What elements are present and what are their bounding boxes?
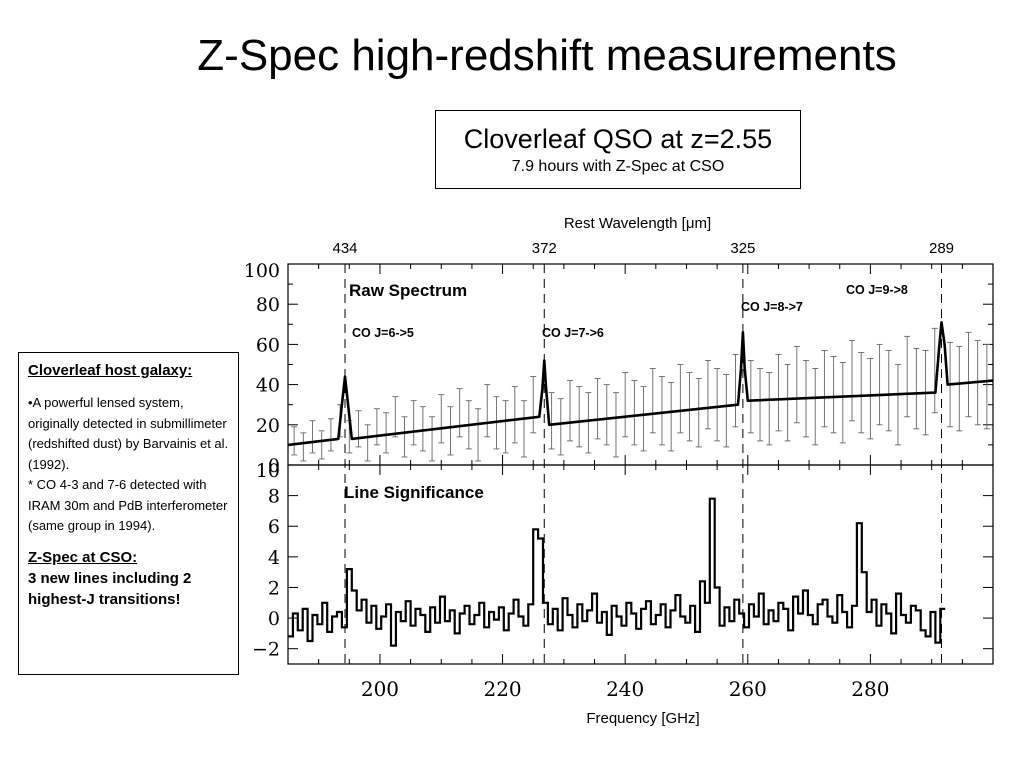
notes-paragraph-1: •A powerful lensed system, originally de… [28,395,229,472]
y-tick-label-sig: −2 [252,639,280,661]
zspec-heading: Z-Spec at CSO: [28,548,138,566]
co-transition-label: CO J=8->7 [741,300,803,314]
rest-wavelength-axis-title: Rest Wavelength [μm] [564,215,711,232]
y-tick-label-sig: 4 [268,547,280,569]
observation-time: 7.9 hours with Z-Spec at CSO [511,158,725,175]
rest-wavelength-tick-label: 289 [929,240,954,257]
y-tick-label-raw: 0 [268,455,280,477]
target-info-box: Cloverleaf QSO at z=2.55 7.9 hours with … [435,110,801,189]
y-tick-label-raw: 80 [256,294,280,316]
y-tick-label-sig: 2 [268,577,280,599]
raw-spectrum-label: Raw Spectrum [349,281,467,300]
x-tick-label: 200 [361,677,399,701]
x-tick-label: 240 [606,677,644,701]
y-tick-label-raw: 40 [256,375,280,397]
line-significance-steps [288,497,946,647]
notes-paragraph-2: * CO 4-3 and 7-6 detected with IRAM 30m … [28,477,228,533]
y-tick-label-raw: 100 [244,260,280,282]
notes-heading: Cloverleaf host galaxy: [28,362,193,379]
zspec-summary: 3 new lines including 2 highest-J transi… [28,569,192,608]
y-tick-label-sig: 0 [268,608,280,630]
x-tick-label: 220 [483,677,521,701]
rest-wavelength-tick-label: 372 [532,240,557,257]
y-tick-label-raw: 60 [256,334,280,356]
target-title: Cloverleaf QSO at z=2.55 [463,124,773,154]
co-transition-label: CO J=7->6 [542,326,604,340]
co-transition-label: CO J=9->8 [846,283,908,297]
y-tick-label-raw: 20 [256,415,280,437]
y-tick-label-sig: 8 [268,486,280,508]
frequency-axis-title: Frequency [GHz] [586,710,699,727]
y-tick-label-sig: 10 [256,460,280,482]
x-tick-label: 280 [851,677,889,701]
x-tick-label: 260 [729,677,767,701]
rest-wavelength-tick-label: 325 [730,240,755,257]
y-tick-label-sig: 6 [268,516,280,538]
line-significance-label: Line Significance [344,483,484,502]
cloverleaf-notes-panel: Cloverleaf host galaxy: •A powerful lens… [18,352,239,675]
line-significance-frame [287,464,994,665]
rest-wavelength-tick-label: 434 [332,240,357,257]
co-transition-label: CO J=6->5 [352,326,414,340]
model-spectrum-line [288,321,993,447]
slide-title: Z-Spec high-redshift measurements [197,31,897,80]
